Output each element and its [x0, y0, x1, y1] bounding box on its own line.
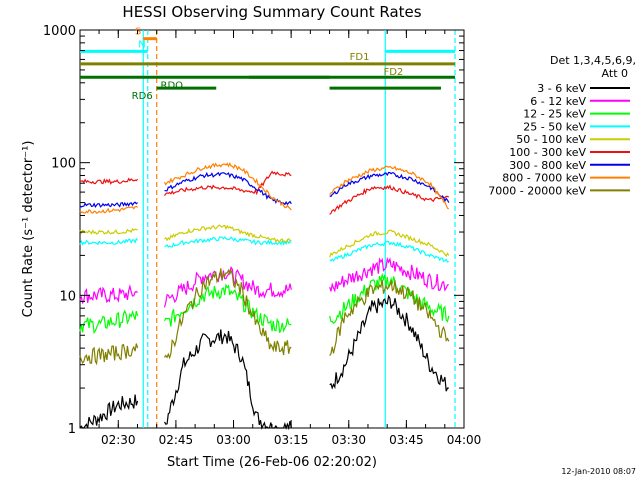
y-tick-label-1: 10 [59, 289, 76, 304]
timestamp-label: 12-Jan-2010 08:07 [561, 467, 636, 476]
y-axis-label: Count Rate (s⁻¹ detector⁻¹) [21, 141, 36, 318]
series-line-0 [79, 294, 449, 431]
x-tick-label-5: 03:45 [389, 433, 424, 447]
legend-entry-label-0: 3 - 6 keV [537, 82, 586, 95]
series-layer [79, 162, 450, 431]
series-line-1 [79, 256, 449, 308]
flag-label-5: RDO [161, 80, 184, 91]
flag-label-6: RD6 [132, 91, 153, 102]
y-tick-label-3: 1000 [43, 24, 76, 39]
legend-entry-label-7: 800 - 7000 keV [502, 172, 586, 185]
series-line-6 [79, 171, 450, 209]
legend-entry-label-6: 300 - 800 keV [509, 159, 586, 172]
flag-label-3: FD1 [350, 52, 370, 63]
y-tick-label-2: 100 [51, 157, 76, 172]
flag-bar-layer: SN FD1 FD2 RDO RD6 [80, 27, 456, 102]
legend-entry-label-1: 6 - 12 keV [530, 95, 586, 108]
series-line-8 [79, 268, 450, 366]
legend-entry-label-3: 25 - 50 keV [523, 120, 586, 133]
flag-label-1: N [138, 39, 145, 50]
flag-label-0: S [135, 27, 141, 38]
vertical-marker-layer [142, 30, 456, 428]
x-tick-label-6: 04:00 [447, 433, 482, 447]
chart-title: HESSI Observing Summary Count Rates [122, 3, 421, 21]
flag-label-4: FD2 [383, 67, 403, 78]
series-line-4 [79, 224, 450, 258]
y-axis: 1 10 100 1000 [43, 24, 464, 437]
legend-header-line2: Att 0 [602, 67, 628, 80]
series-line-7 [79, 162, 449, 214]
x-tick-label-0: 02:30 [101, 433, 136, 447]
x-axis: 02:30 02:45 03:00 03:15 03:30 03:45 04:00 [98, 30, 482, 447]
x-tick-label-2: 03:00 [216, 433, 251, 447]
x-tick-label-4: 03:30 [331, 433, 366, 447]
plot-frame [79, 29, 465, 429]
legend-entry-label-4: 50 - 100 keV [516, 133, 586, 146]
legend-entry-label-8: 7000 - 20000 keV [488, 184, 586, 197]
x-tick-label-1: 02:45 [159, 433, 194, 447]
series-line-3 [79, 236, 450, 263]
legend-entry-label-2: 12 - 25 keV [523, 108, 586, 121]
legend-entry-label-5: 100 - 300 keV [509, 146, 586, 159]
x-axis-label: Start Time (26-Feb-06 02:20:02) [167, 455, 377, 470]
x-tick-label-3: 03:15 [274, 433, 309, 447]
y-tick-label-0: 1 [68, 422, 76, 437]
series-line-5 [79, 170, 450, 215]
legend-header-line1: Det 1,3,4,5,6,9, [550, 54, 636, 67]
